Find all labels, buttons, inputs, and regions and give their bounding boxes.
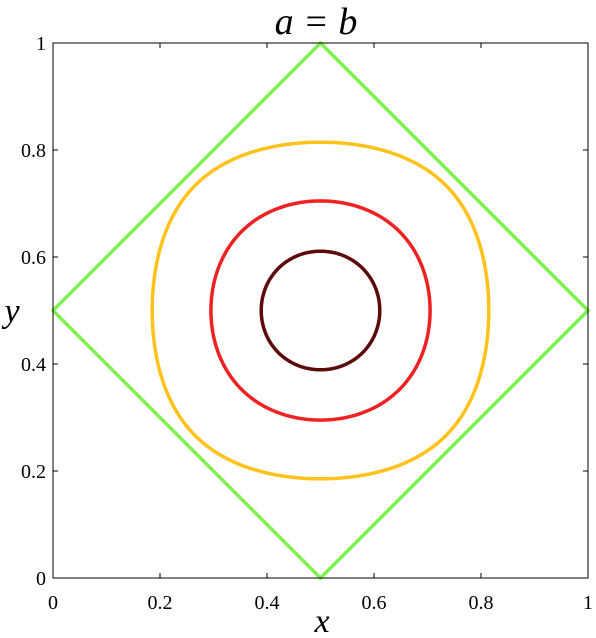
contour-line: [209, 199, 432, 422]
y-axis-ticks: 0 0.2 0.4 0.6 0.8 1: [21, 33, 588, 590]
y-axis-label: y: [1, 293, 20, 330]
x-tick-label: 0.4: [255, 592, 280, 614]
x-tick-label: 0.2: [148, 592, 173, 614]
contour-line: [259, 249, 382, 372]
x-axis-label: x: [313, 603, 329, 638]
contour-line: [150, 140, 491, 481]
y-tick-label: 1: [36, 33, 46, 55]
x-tick-label: 1: [583, 592, 593, 614]
y-tick-label: 0.4: [21, 354, 46, 376]
y-tick-label: 0: [36, 568, 46, 590]
y-tick-label: 0.2: [21, 461, 46, 483]
x-tick-label: 0: [48, 592, 58, 614]
y-tick-label: 0.6: [21, 247, 46, 269]
x-tick-label: 0.6: [362, 592, 387, 614]
y-tick-label: 0.8: [21, 140, 46, 162]
plot-frame: [52, 42, 589, 579]
x-tick-label: 0.8: [469, 592, 494, 614]
x-axis-ticks: 0 0.2 0.4 0.6 0.8 1: [48, 43, 593, 614]
chart-title: a = b: [275, 1, 358, 43]
